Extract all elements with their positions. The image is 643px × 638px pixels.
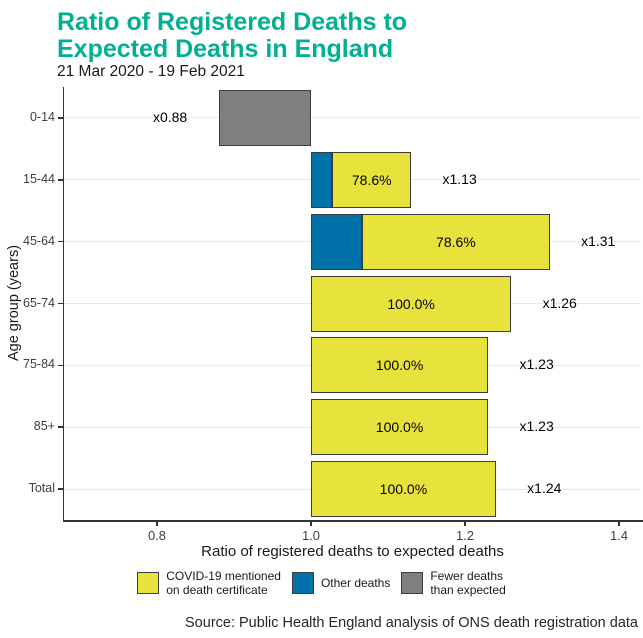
- gridline: [64, 117, 641, 119]
- x-axis-title: Ratio of registered deaths to expected d…: [201, 543, 504, 560]
- bar-covid-deaths: [311, 275, 512, 332]
- legend-swatch-fewer_gray: [401, 572, 424, 594]
- ratio-label: x1.24: [527, 480, 562, 497]
- bar-covid-deaths: [332, 151, 412, 208]
- bar-pct-label: 78.6%: [436, 233, 476, 250]
- legend-item: Other deaths: [291, 572, 391, 594]
- ratio-label: x0.88: [152, 108, 188, 125]
- bar-pct-label: 100.0%: [375, 357, 424, 374]
- legend: COVID-19 mentioned on death certificate Ot…: [0, 569, 643, 597]
- y-axis-line: [62, 87, 64, 522]
- bar-pct-label: 100.0%: [379, 481, 428, 498]
- y-tick-mark: [58, 179, 64, 181]
- ratio-label: x1.23: [519, 418, 554, 435]
- bar-covid-deaths: [311, 461, 496, 518]
- bar-fewer-than-expected: [218, 89, 311, 146]
- legend-swatch-covid_yellow: [137, 572, 160, 594]
- y-tick-label: Total: [28, 481, 55, 496]
- bar-other-deaths: [311, 151, 333, 208]
- legend-item: Fewer deaths than expected: [401, 569, 506, 597]
- y-tick-label: 85+: [33, 419, 55, 434]
- legend-label: Other deaths: [320, 576, 391, 590]
- y-tick-label: 45-64: [23, 233, 55, 248]
- y-tick-mark: [58, 302, 64, 305]
- chart-subtitle: 21 Mar 2020 - 19 Feb 2021: [57, 63, 245, 80]
- y-tick-mark: [58, 426, 64, 428]
- x-tick-label: 1.0: [301, 528, 321, 543]
- y-tick-mark: [58, 488, 64, 490]
- bar-covid-deaths: [311, 399, 489, 456]
- ratio-label: x1.26: [542, 294, 577, 311]
- x-tick-mark: [464, 521, 466, 526]
- y-tick-label: 0-14: [29, 109, 55, 124]
- bar-covid-deaths: [311, 337, 489, 394]
- x-tick-label: 1.2: [455, 528, 475, 543]
- legend-label: Fewer deaths than expected: [430, 569, 506, 597]
- ratio-label: x1.13: [442, 170, 477, 187]
- x-tick-label: 0.8: [147, 528, 167, 543]
- ratio-label: x1.23: [519, 356, 554, 373]
- x-axis-line: [62, 520, 643, 522]
- x-tick-label: 1.4: [609, 528, 629, 543]
- legend-label: COVID-19 mentioned on death certificate: [166, 569, 281, 597]
- bar-covid-deaths: [362, 213, 550, 270]
- y-tick-label: 75-84: [23, 357, 55, 372]
- bar-pct-label: 100.0%: [387, 295, 435, 312]
- y-tick-label: 65-74: [23, 295, 55, 310]
- bar-pct-label: 78.6%: [351, 171, 392, 188]
- y-tick-mark: [58, 364, 64, 367]
- x-tick-mark: [310, 521, 312, 526]
- chart-title-line2: Expected Deaths in England: [57, 35, 394, 63]
- legend-item: COVID-19 mentioned on death certificate: [137, 569, 281, 597]
- legend-swatch-other_blue: [291, 572, 314, 594]
- chart-title-line1: Ratio of Registered Deaths to: [57, 8, 408, 36]
- plot-panel: 0-14 x0.88 15-44 78.6% x1.13 45-64 78.6% x1.31 6…: [23, 87, 641, 543]
- ratio-label: x1.31: [581, 232, 616, 249]
- y-tick-mark: [58, 240, 64, 243]
- x-tick-mark: [618, 521, 620, 526]
- source-caption: Source: Public Health England analysis o…: [185, 615, 638, 631]
- y-tick-mark: [58, 117, 64, 119]
- bar-other-deaths: [311, 213, 363, 270]
- x-tick-mark: [156, 521, 158, 526]
- y-tick-label: 15-44: [23, 171, 55, 186]
- chart-title: Ratio of Registered Deaths to Expected D…: [57, 9, 407, 63]
- bar-pct-label: 100.0%: [375, 419, 424, 436]
